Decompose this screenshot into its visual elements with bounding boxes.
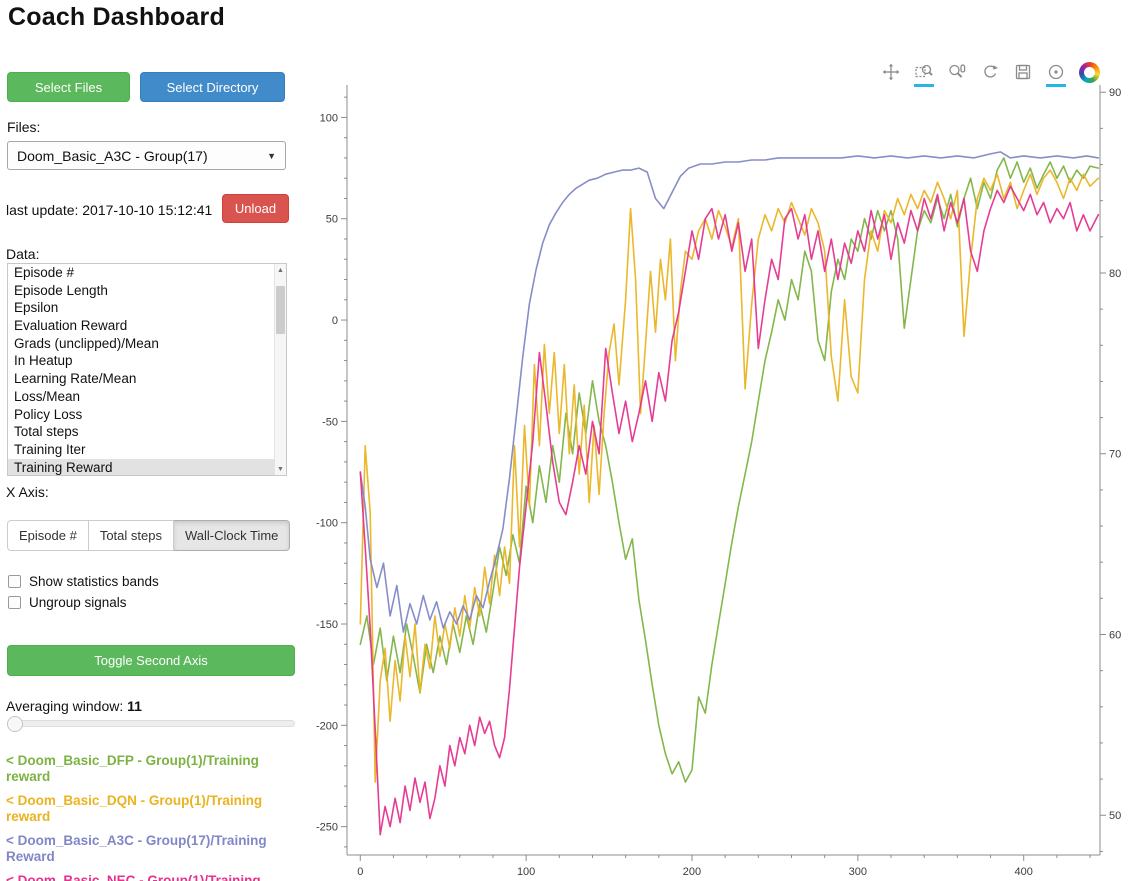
last-update-text: last update: 2017-10-10 15:12:41 (6, 202, 213, 218)
reset-icon[interactable] (979, 61, 1001, 83)
left-y-tick-label: 50 (326, 214, 338, 226)
select-files-button[interactable]: Select Files (7, 72, 130, 102)
data-list-item[interactable]: Episode # (14, 265, 75, 280)
data-label: Data: (6, 246, 40, 262)
xaxis-button-group: Episode # Total steps Wall-Clock Time (7, 520, 291, 551)
series-line-dqn (359, 169, 1100, 783)
slider-handle[interactable] (7, 716, 23, 732)
left-y-tick-label: -150 (316, 619, 338, 631)
save-icon[interactable] (1012, 61, 1034, 83)
averaging-window-slider[interactable] (7, 716, 295, 732)
bokeh-logo-disc (1078, 61, 1100, 83)
pan-icon[interactable] (880, 61, 902, 83)
x-tick-label: 100 (517, 866, 535, 878)
checkbox-label: Show statistics bands (29, 574, 159, 589)
legend-item[interactable]: < Doom_Basic_A3C - Group(17)/Training Re… (6, 833, 267, 864)
data-list-item[interactable]: Learning Rate/Mean (14, 371, 137, 387)
data-list-scrollbar[interactable]: ▲ ▼ (274, 264, 286, 475)
plot-canvas[interactable]: 0 100 200 300 400 100 50 0 -50 -100 -150 -200 -250 90… (300, 55, 1142, 881)
files-label: Files: (7, 119, 41, 135)
left-y-tick-label: 0 (332, 315, 338, 327)
select-directory-button[interactable]: Select Directory (140, 72, 285, 102)
checkbox-row: Show statistics bands (8, 574, 159, 589)
data-list-item[interactable]: In Heatup (14, 353, 73, 369)
left-y-tick-label: -250 (316, 822, 338, 834)
x-tick-label: 300 (849, 866, 867, 878)
files-select-value: Doom_Basic_A3C - Group(17) (17, 147, 208, 164)
scroll-down-icon[interactable]: ▼ (277, 466, 284, 473)
checkbox-list: Show statistics bands Ungroup signals (8, 574, 159, 616)
data-list-item[interactable]: Evaluation Reward (14, 318, 128, 334)
checkbox-row: Ungroup signals (8, 595, 159, 610)
x-tick-label: 200 (683, 866, 701, 878)
series-line-a3c (359, 151, 1100, 633)
legend-item[interactable]: < Doom_Basic_DQN - Group(1)/Training rew… (6, 793, 263, 824)
xaxis-option-episode-[interactable]: Episode # (7, 520, 89, 551)
plot-toolbar (880, 61, 1100, 87)
data-list-item[interactable]: Policy Loss (14, 406, 83, 422)
page-title: Coach Dashboard (8, 3, 225, 31)
scroll-up-icon[interactable]: ▲ (277, 267, 284, 274)
right-y-tick-label: 70 (1109, 449, 1121, 461)
right-y-tick-label: 80 (1109, 268, 1121, 280)
legend-list: < Doom_Basic_DFP - Group(1)/Training rew… (6, 753, 302, 881)
data-list-item[interactable]: Epsilon (14, 300, 59, 316)
left-y-tick-label: 100 (320, 112, 338, 124)
data-list-item[interactable]: Training Reward (8, 458, 286, 475)
xaxis-option-wall-clock-time[interactable]: Wall-Clock Time (173, 520, 291, 551)
scrollbar-thumb[interactable] (276, 286, 285, 334)
averaging-window-label: Averaging window: 11 (6, 698, 142, 714)
data-list-item[interactable]: Grads (unclipped)/Mean (14, 335, 159, 351)
chart-panel: 0 100 200 300 400 100 50 0 -50 -100 -150 -200 -250 90… (300, 55, 1142, 881)
data-list-item[interactable]: Total steps (14, 424, 79, 440)
data-list-item[interactable]: Training Iter (14, 441, 86, 457)
right-y-tick-label: 60 (1109, 629, 1121, 641)
right-y-tick-label: 90 (1109, 87, 1121, 99)
data-list-item[interactable]: Episode Length (14, 282, 108, 298)
data-list-items: Episode # Episode Length Epsilon Evaluation… (8, 264, 286, 475)
unload-button[interactable]: Unload (222, 194, 289, 223)
data-list[interactable]: Episode # Episode Length Epsilon Evaluation… (7, 263, 287, 476)
left-y-tick-label: -200 (316, 720, 338, 732)
checkbox-label: Ungroup signals (29, 595, 127, 610)
bokeh-logo[interactable] (1078, 61, 1100, 83)
hover-icon[interactable] (1045, 61, 1067, 87)
checkbox[interactable] (8, 596, 21, 609)
toggle-second-axis-button[interactable]: Toggle Second Axis (7, 645, 295, 676)
checkbox[interactable] (8, 575, 21, 588)
box-zoom-icon[interactable] (913, 61, 935, 87)
files-select[interactable]: Doom_Basic_A3C - Group(17) ▼ (7, 141, 286, 170)
chevron-down-icon: ▼ (267, 150, 276, 161)
xaxis-option-total-steps[interactable]: Total steps (88, 520, 174, 551)
wheel-zoom-icon[interactable] (946, 61, 968, 83)
left-y-tick-label: -50 (322, 416, 338, 428)
averaging-window-value: 11 (127, 698, 142, 714)
x-tick-label: 0 (357, 866, 363, 878)
xaxis-label: X Axis: (6, 484, 49, 500)
series-line-dfp (359, 157, 1100, 783)
legend-item[interactable]: < Doom_Basic_DFP - Group(1)/Training rew… (6, 753, 259, 784)
left-y-tick-label: -100 (316, 518, 338, 530)
x-tick-label: 400 (1015, 866, 1033, 878)
series-line-nec (359, 185, 1100, 836)
data-list-item[interactable]: Loss/Mean (14, 388, 81, 404)
right-y-tick-label: 50 (1109, 810, 1121, 822)
legend-item[interactable]: < Doom_Basic_NEC - Group(1)/Training rew… (6, 873, 261, 881)
averaging-window-text: Averaging window: (6, 698, 124, 714)
